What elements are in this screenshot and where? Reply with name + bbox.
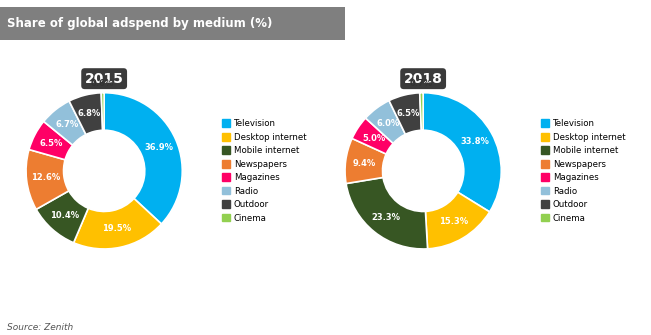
Text: 12.6%: 12.6%	[31, 174, 60, 183]
Text: 23.3%: 23.3%	[372, 213, 400, 222]
Wedge shape	[101, 93, 104, 130]
Wedge shape	[29, 121, 73, 160]
Wedge shape	[345, 138, 386, 184]
Wedge shape	[36, 191, 89, 243]
Text: 33.8%: 33.8%	[460, 137, 490, 146]
Wedge shape	[346, 178, 428, 249]
Text: 2018: 2018	[404, 72, 443, 86]
Wedge shape	[26, 149, 69, 209]
Wedge shape	[365, 100, 406, 143]
Text: 6.7%: 6.7%	[55, 120, 79, 129]
Legend: Television, Desktop internet, Mobile internet, Newspapers, Magazines, Radio, Out: Television, Desktop internet, Mobile int…	[222, 119, 307, 222]
Text: 0.7%: 0.7%	[409, 79, 433, 88]
Text: 6.0%: 6.0%	[376, 119, 399, 128]
Text: 2015: 2015	[85, 72, 124, 86]
Text: 0.6%: 0.6%	[91, 79, 114, 88]
Text: 36.9%: 36.9%	[144, 143, 173, 152]
Text: 9.4%: 9.4%	[353, 158, 376, 168]
Wedge shape	[423, 93, 501, 212]
Legend: Television, Desktop internet, Mobile internet, Newspapers, Magazines, Radio, Out: Television, Desktop internet, Mobile int…	[541, 119, 626, 222]
Wedge shape	[389, 93, 421, 134]
Text: Share of global adspend by medium (%): Share of global adspend by medium (%)	[7, 17, 272, 30]
Text: 5.0%: 5.0%	[362, 134, 385, 143]
FancyBboxPatch shape	[0, 7, 345, 40]
Text: Source: Zenith: Source: Zenith	[7, 323, 73, 332]
Wedge shape	[74, 198, 161, 249]
Wedge shape	[69, 93, 103, 135]
Wedge shape	[426, 192, 490, 249]
Text: 6.5%: 6.5%	[40, 139, 63, 148]
Text: 15.3%: 15.3%	[439, 217, 468, 226]
Text: 19.5%: 19.5%	[102, 224, 131, 233]
Wedge shape	[104, 93, 182, 224]
Wedge shape	[44, 101, 86, 145]
Wedge shape	[352, 118, 393, 154]
Text: 10.4%: 10.4%	[50, 211, 79, 220]
Text: 6.5%: 6.5%	[397, 109, 421, 118]
Wedge shape	[420, 93, 423, 130]
Text: 6.8%: 6.8%	[77, 109, 101, 118]
